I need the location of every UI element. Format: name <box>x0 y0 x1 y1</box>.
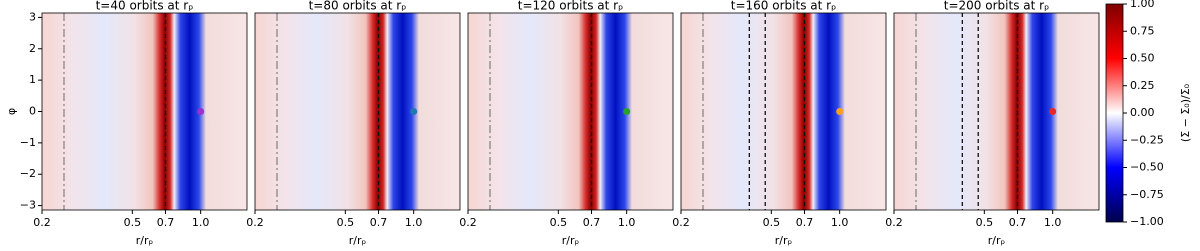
x-axis-label: r/rₚ <box>349 234 367 247</box>
panel-title: t=200 orbits at rₚ <box>944 0 1049 13</box>
planet <box>836 108 844 115</box>
x-tick-label: 1.0 <box>618 216 636 229</box>
y-tick-label: −3 <box>20 199 36 212</box>
planet <box>1049 108 1057 115</box>
panel: 0.2 0.5 0.7 1.0 t=80 orbits at rₚ r/rₚ <box>246 0 461 247</box>
colorbar-tick-label: 0.50 <box>1130 52 1155 65</box>
y-tick-label: 1 <box>29 73 36 86</box>
x-tick-label: 0.5 <box>124 216 142 229</box>
colorbar-label: (Σ − Σ₀)/Σ₀ <box>1179 83 1192 142</box>
planet <box>410 108 418 115</box>
panel-title: t=40 orbits at rₚ <box>96 0 194 13</box>
colorbar-scale <box>1105 3 1124 223</box>
x-tick-label: 0.5 <box>976 216 994 229</box>
frame <box>680 12 887 211</box>
colorbar-tick-label: −0.75 <box>1130 188 1164 201</box>
panel: 0.2 0.5 0.7 1.0 −3 −2 −1 0 1 2 3 t=40 orbits at rₚ r… <box>5 0 248 247</box>
frame <box>254 12 461 211</box>
colorbar-tick-label: 1.00 <box>1130 0 1155 10</box>
panel: 0.2 0.5 0.7 1.0 t=200 orbits at rₚ r/rₚ <box>885 0 1100 247</box>
x-tick-label: 1.0 <box>1044 216 1062 229</box>
frame <box>893 12 1100 211</box>
x-axis-label: r/rₚ <box>562 234 580 247</box>
x-tick-label: 0.7 <box>1009 216 1027 229</box>
colorbar-tick-label: −0.25 <box>1130 133 1164 146</box>
x-tick-label: 0.2 <box>885 216 903 229</box>
density-field <box>468 13 673 210</box>
density-field <box>42 13 247 210</box>
x-tick-label: 0.5 <box>337 216 355 229</box>
y-tick-label: −1 <box>20 136 36 149</box>
colorbar-tick-label: −0.50 <box>1130 161 1164 174</box>
frame <box>467 12 674 211</box>
colorbar: −1.00 −0.75 −0.50 −0.25 0.00 0.25 0.50 0.75 1.00… <box>1105 0 1192 228</box>
x-tick-label: 0.2 <box>672 216 690 229</box>
y-tick-label: 3 <box>29 10 36 23</box>
x-tick-label: 0.7 <box>157 216 175 229</box>
panel-title: t=80 orbits at rₚ <box>309 0 407 13</box>
density-field <box>681 13 886 210</box>
panel-title: t=120 orbits at rₚ <box>518 0 623 13</box>
x-tick-label: 1.0 <box>831 216 849 229</box>
y-axis-label: φ <box>5 108 18 115</box>
x-axis-label: r/rₚ <box>775 234 793 247</box>
x-tick-label: 1.0 <box>405 216 423 229</box>
colorbar-tick-label: 0.00 <box>1130 106 1155 119</box>
x-tick-label: 0.7 <box>796 216 814 229</box>
x-tick-label: 0.7 <box>583 216 601 229</box>
y-tick-label: −2 <box>20 167 36 180</box>
density-field <box>894 13 1099 210</box>
x-tick-label: 0.7 <box>370 216 388 229</box>
density-field <box>255 13 460 210</box>
y-tick-label: 0 <box>29 105 36 118</box>
planet <box>623 108 631 115</box>
panel: 0.2 0.5 0.7 1.0 t=160 orbits at rₚ r/rₚ <box>672 0 887 247</box>
x-tick-label: 0.5 <box>763 216 781 229</box>
colorbar-tick-label: 0.25 <box>1130 79 1155 92</box>
colorbar-tick-label: −1.00 <box>1130 215 1164 228</box>
x-axis-label: r/rₚ <box>136 234 154 247</box>
colorbar-tick-label: 0.75 <box>1130 24 1155 37</box>
panel-title: t=160 orbits at rₚ <box>731 0 836 13</box>
y-tick-label: 2 <box>29 42 36 55</box>
x-tick-label: 0.5 <box>550 216 568 229</box>
x-tick-label: 0.2 <box>246 216 264 229</box>
x-tick-label: 0.2 <box>459 216 477 229</box>
panel: 0.2 0.5 0.7 1.0 t=120 orbits at rₚ r/rₚ <box>459 0 674 247</box>
planet <box>197 108 205 115</box>
x-tick-label: 0.2 <box>33 216 51 229</box>
x-tick-label: 1.0 <box>192 216 210 229</box>
x-axis-label: r/rₚ <box>988 234 1006 247</box>
